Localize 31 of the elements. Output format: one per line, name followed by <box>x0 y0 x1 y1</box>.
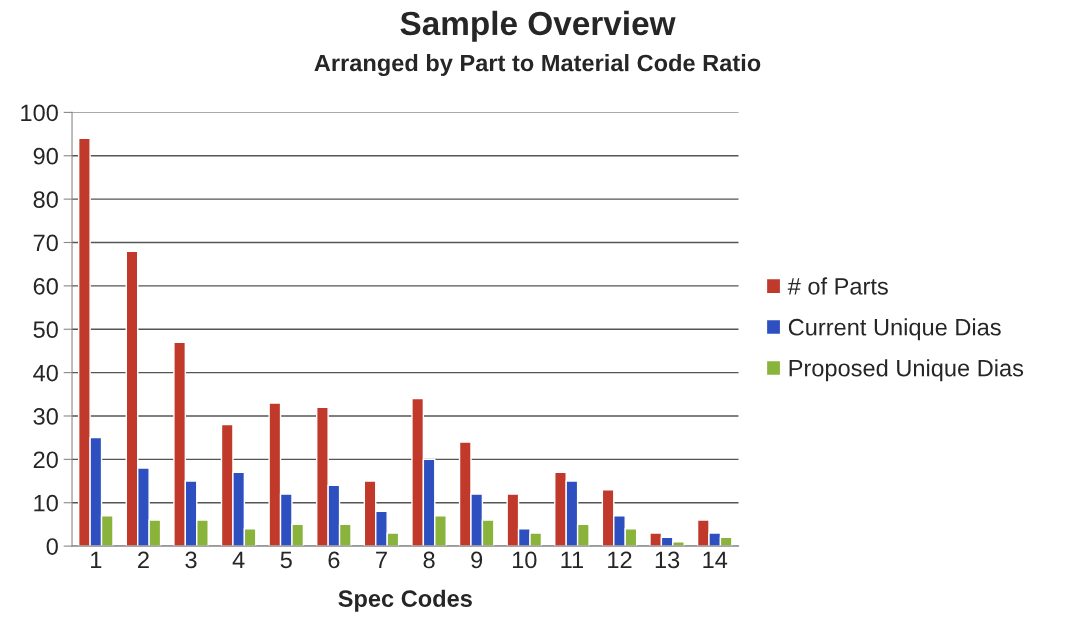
x-tick-label: 14 <box>703 551 728 569</box>
x-tick-label: 3 <box>185 551 197 569</box>
x-tick-label: 7 <box>376 551 387 569</box>
y-tick-label: 20 <box>33 451 58 469</box>
x-tick-label: 2 <box>138 551 149 569</box>
x-tick-label: 10 <box>512 551 537 569</box>
y-tick-label: 30 <box>33 408 58 425</box>
x-tick-label: 4 <box>232 551 245 569</box>
y-tick-label: 70 <box>33 234 58 252</box>
legend-label: # of Parts <box>787 277 888 295</box>
x-tick-label: 11 <box>561 551 584 569</box>
x-tick-label: 13 <box>655 551 680 569</box>
chart-subtitle: Arranged by Part to Material Code Ratio <box>314 54 761 77</box>
y-tick-label: 50 <box>33 321 58 339</box>
y-tick-label: 100 <box>21 104 58 122</box>
y-tick-label: 80 <box>33 191 58 208</box>
x-tick-label: 8 <box>423 551 435 569</box>
x-axis-title: Spec Codes <box>338 589 472 612</box>
y-tick-label: 40 <box>33 364 58 382</box>
x-tick-label: 12 <box>608 551 632 569</box>
x-tick-label: 5 <box>280 551 292 569</box>
legend-label: Proposed Unique Dias <box>789 359 1024 382</box>
y-tick-label: 10 <box>34 494 58 512</box>
x-tick-label: 9 <box>471 551 483 569</box>
y-tick-label: 60 <box>33 277 58 295</box>
legend-label: Current Unique Dias <box>788 318 1001 341</box>
x-tick-label: 1 <box>91 551 102 569</box>
y-tick-label: 0 <box>46 538 58 555</box>
y-tick-label: 90 <box>33 147 58 165</box>
x-tick-label: 6 <box>328 551 340 569</box>
chart-title: Sample Overview <box>400 10 676 42</box>
